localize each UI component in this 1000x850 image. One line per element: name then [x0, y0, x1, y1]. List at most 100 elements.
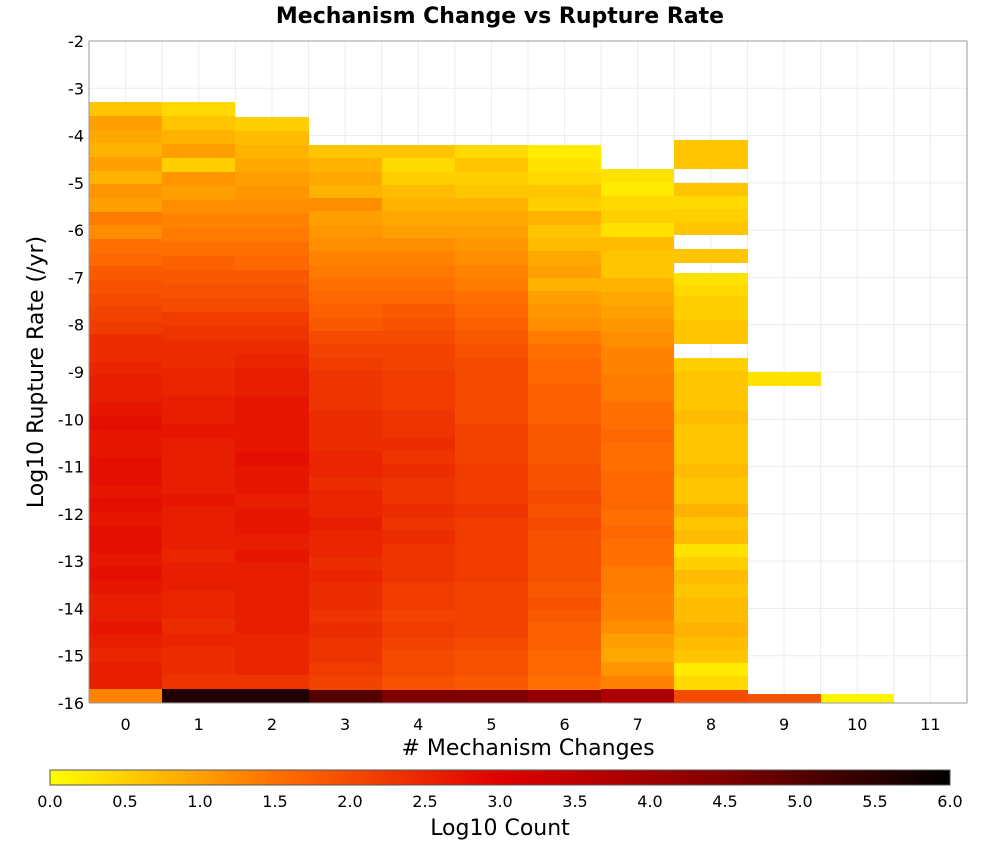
heatmap-cell — [162, 130, 235, 144]
heatmap-cell — [162, 466, 235, 480]
heatmap-cell — [309, 211, 382, 225]
heatmap-cell — [455, 637, 528, 650]
heatmap-cell — [162, 410, 235, 424]
x-tick-label: 1 — [194, 715, 204, 734]
heatmap-cell — [382, 530, 455, 544]
heatmap-cell — [382, 304, 455, 318]
heatmap-cell — [89, 526, 162, 539]
heatmap-cell — [674, 676, 748, 690]
heatmap-cell — [309, 570, 382, 583]
heatmap-cell — [309, 517, 382, 530]
heatmap-cell — [309, 318, 382, 331]
heatmap-cell — [528, 278, 601, 291]
heatmap-cell — [235, 159, 309, 172]
heatmap-cell — [235, 494, 309, 508]
heatmap-cell — [601, 196, 674, 210]
heatmap-cell — [528, 172, 601, 185]
heatmap-cell — [382, 650, 455, 663]
heatmap-cell — [455, 570, 528, 583]
y-tick-label: -12 — [58, 505, 84, 524]
heatmap-cell — [162, 144, 235, 158]
heatmap-cell — [235, 186, 309, 200]
heatmap-cell — [674, 183, 748, 196]
heatmap-cell — [528, 637, 601, 650]
heatmap-cell — [235, 577, 309, 591]
heatmap-cell — [528, 464, 601, 477]
heatmap-cell — [382, 623, 455, 637]
heatmap-cell — [601, 429, 674, 443]
heatmap-cell — [601, 552, 674, 566]
heatmap-cell — [674, 544, 748, 557]
heatmap-cell — [455, 477, 528, 490]
heatmap-cell — [674, 411, 748, 424]
heatmap-cell — [382, 411, 455, 424]
heatmap-cell — [455, 690, 528, 703]
heatmap-cell — [601, 648, 674, 662]
heatmap-cell — [89, 567, 162, 580]
heatmap-cell — [528, 504, 601, 517]
heatmap-cell — [235, 368, 309, 382]
heatmap-cell — [455, 623, 528, 637]
heatmap-cell — [601, 388, 674, 402]
heatmap-cell — [382, 690, 455, 703]
heatmap-cell — [89, 648, 162, 662]
heatmap-cell — [235, 647, 309, 661]
heatmap-cell — [674, 140, 748, 154]
heatmap-cell — [674, 557, 748, 570]
heatmap-cell — [162, 577, 235, 591]
heatmap-cell — [382, 185, 455, 198]
heatmap-cell — [455, 650, 528, 663]
heatmap-cell — [382, 331, 455, 344]
heatmap-cell — [309, 544, 382, 557]
heatmap-cell — [455, 318, 528, 331]
heatmap-cell — [455, 291, 528, 304]
heatmap-cell — [382, 570, 455, 583]
heatmap-cell — [162, 535, 235, 549]
heatmap-cell — [309, 451, 382, 464]
heatmap-cell — [89, 239, 162, 253]
heatmap-cell — [309, 265, 382, 278]
y-tick-label: -9 — [68, 363, 84, 382]
heatmap-cell — [162, 382, 235, 396]
heatmap-cell — [601, 292, 674, 306]
heatmap-cell — [89, 143, 162, 157]
heatmap-cell — [601, 470, 674, 484]
heatmap-cell — [89, 430, 162, 444]
heatmap-cell — [455, 544, 528, 557]
heatmap-cell — [601, 676, 674, 689]
heatmap-cell — [162, 228, 235, 242]
heatmap-cell — [235, 312, 309, 326]
heatmap-cell — [601, 402, 674, 415]
x-tick-label: 2 — [267, 715, 277, 734]
heatmap-cell — [674, 504, 748, 517]
heatmap-cell — [162, 619, 235, 633]
heatmap-cells — [89, 102, 894, 703]
heatmap-cell — [162, 452, 235, 466]
heatmap-cell — [455, 278, 528, 291]
heatmap-cell — [162, 200, 235, 214]
heatmap-cell — [235, 508, 309, 522]
heatmap-cell — [235, 117, 309, 131]
heatmap-cell — [455, 437, 528, 451]
x-tick-label: 8 — [706, 715, 716, 734]
heatmap-cell — [162, 521, 235, 535]
y-axis-label: Log10 Rupture Rate (/yr) — [24, 236, 49, 508]
heatmap-cell — [89, 635, 162, 648]
heatmap-cell — [162, 549, 235, 563]
heatmap-cell — [309, 557, 382, 570]
heatmap-cell — [528, 411, 601, 424]
heatmap-cell — [162, 298, 235, 312]
heatmap-cell — [455, 371, 528, 384]
heatmap-cell — [89, 512, 162, 526]
heatmap-cell — [601, 210, 674, 223]
heatmap-cell — [455, 517, 528, 530]
heatmap-cell — [674, 358, 748, 371]
y-tick-label: -7 — [68, 268, 84, 287]
heatmap-cell — [528, 544, 601, 557]
heatmap-cell — [528, 318, 601, 331]
heatmap-cell — [674, 464, 748, 477]
heatmap-cell — [235, 410, 309, 424]
colorbar — [49, 769, 951, 786]
heatmap-cell — [235, 689, 309, 703]
heatmap-cell — [674, 690, 748, 703]
